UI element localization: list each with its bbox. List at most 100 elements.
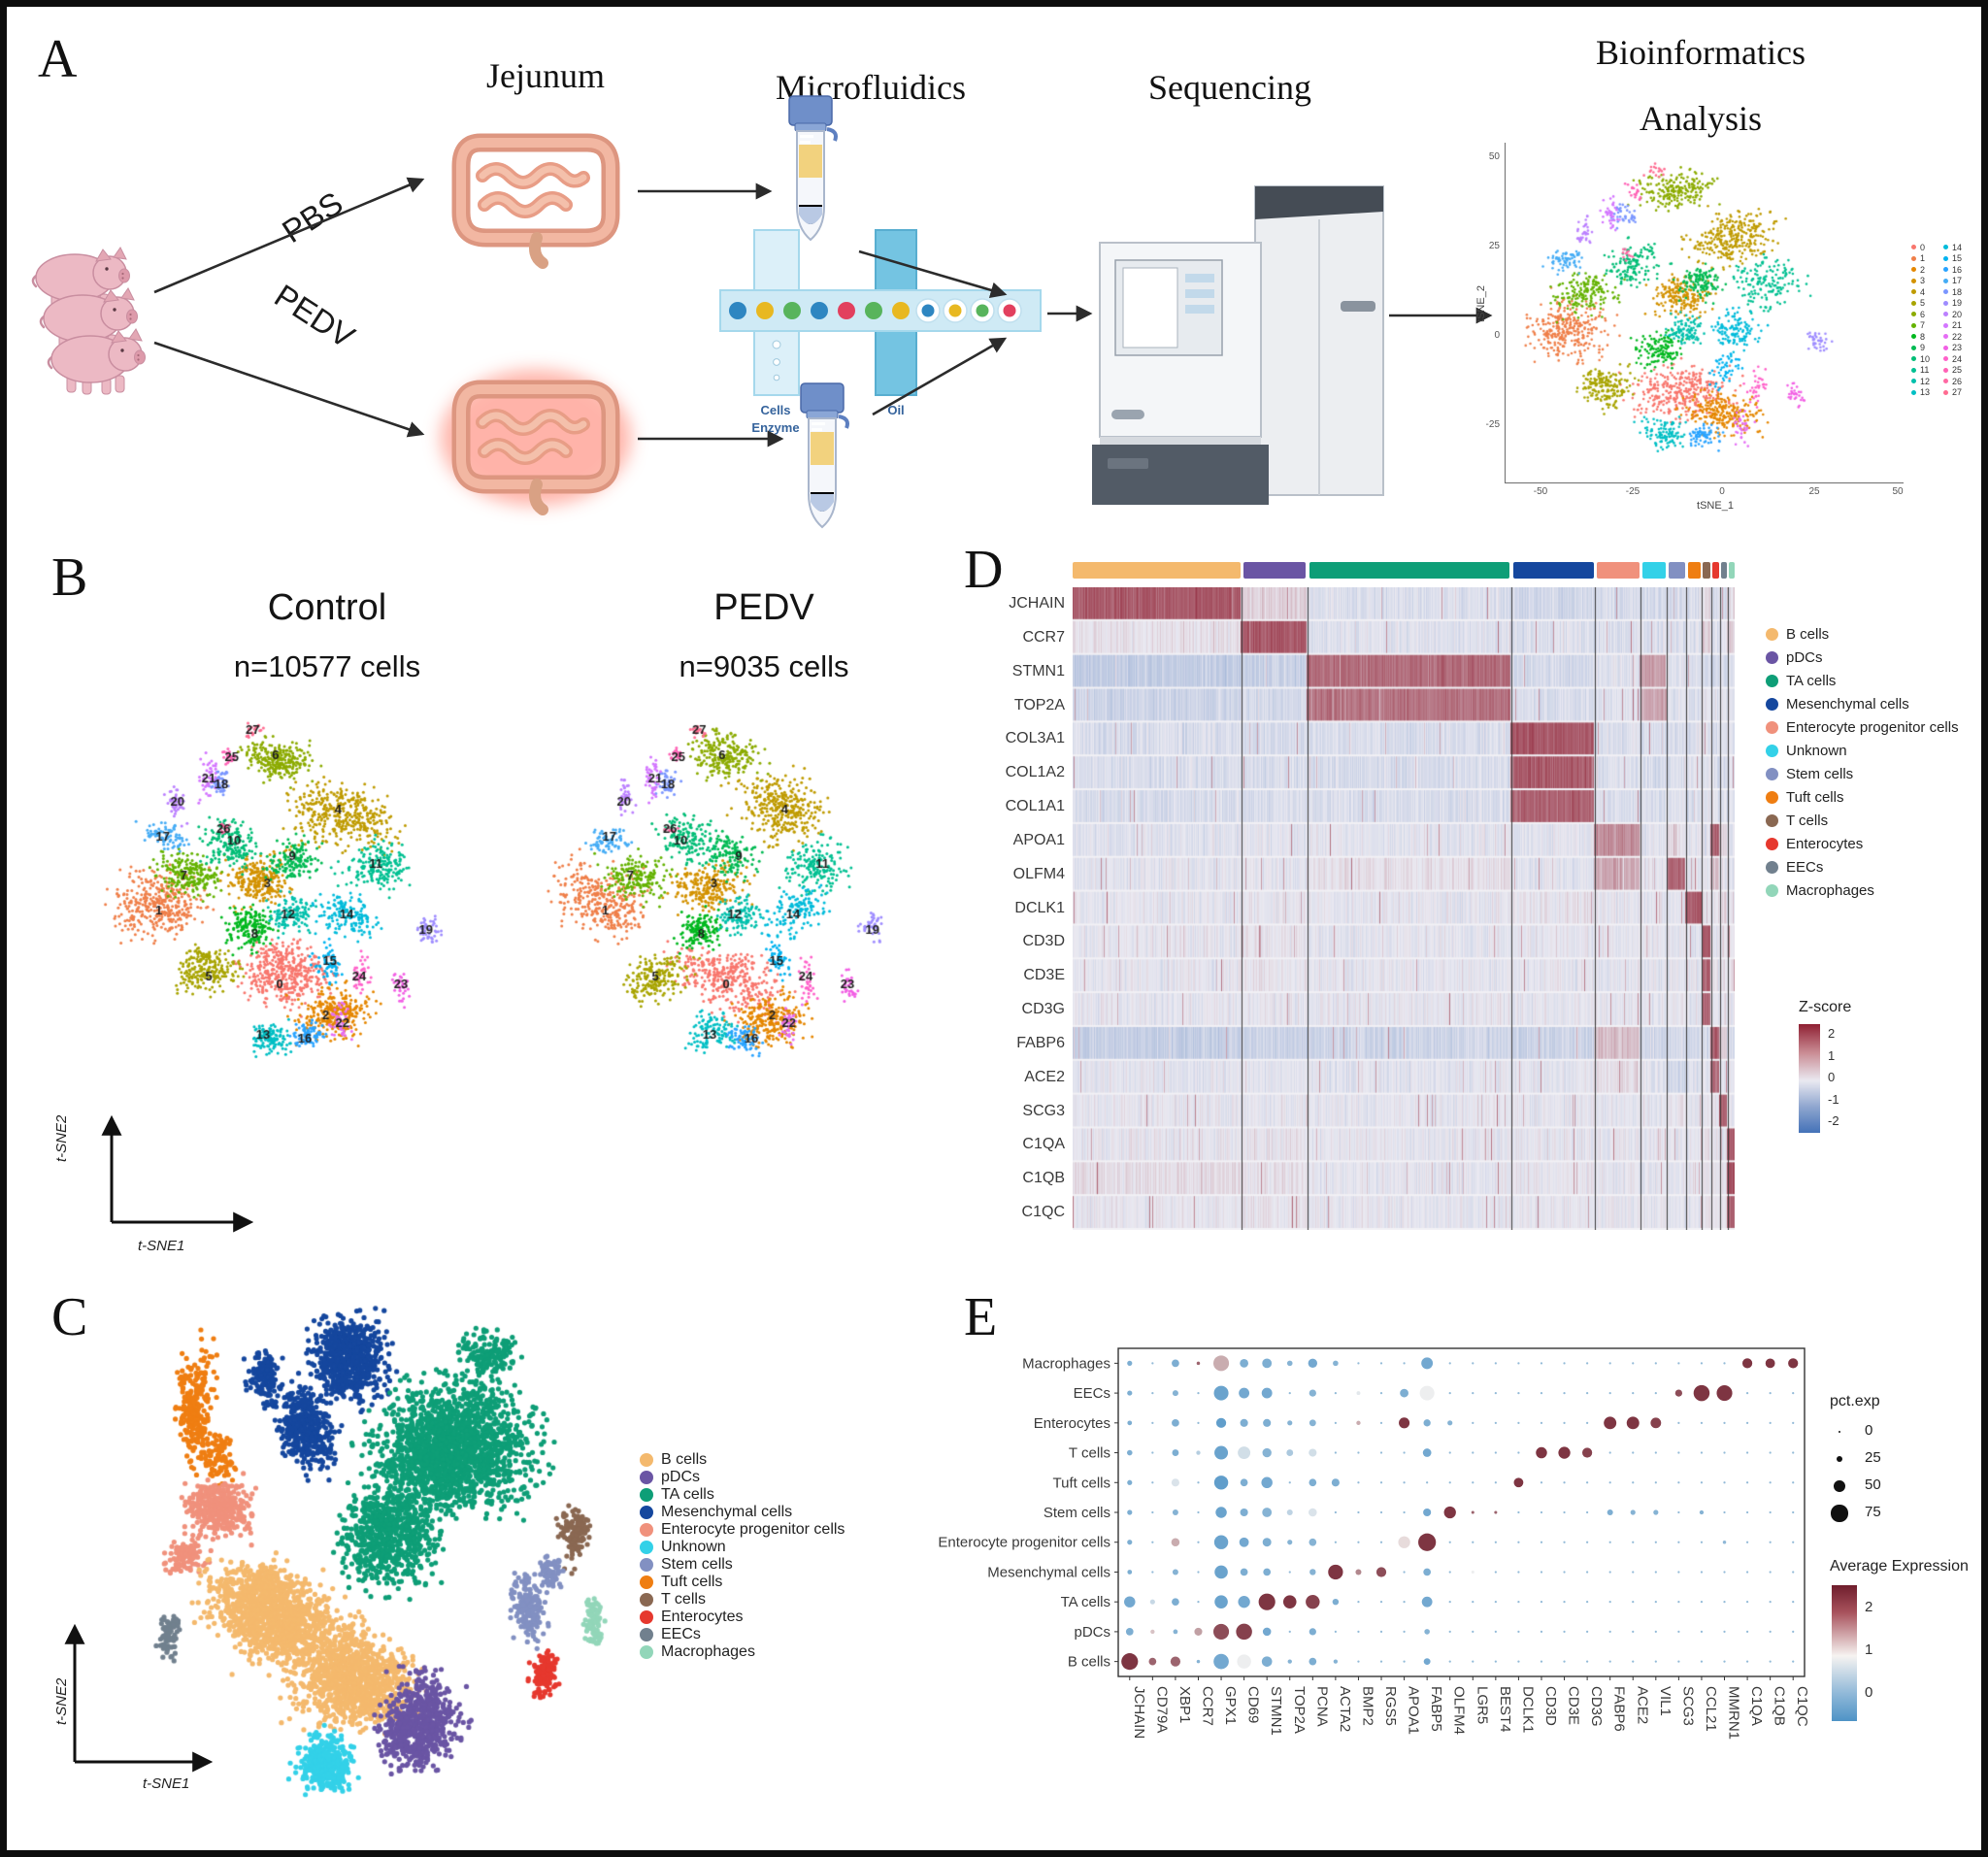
dotplot-row-label: B cells bbox=[1068, 1654, 1110, 1671]
cluster-legend-item: 27 bbox=[1943, 387, 1962, 399]
dotplot-dot bbox=[1419, 1385, 1435, 1401]
dotplot-dot bbox=[1125, 1628, 1134, 1636]
celltype-legend-item: T cells bbox=[640, 1591, 845, 1608]
group-bar-segment bbox=[1687, 562, 1702, 579]
panel-a-xtick: 50 bbox=[1892, 486, 1904, 497]
cluster-legend-label: 14 bbox=[1952, 242, 1963, 252]
panel-a-letter: A bbox=[38, 29, 78, 89]
dotplot-dot bbox=[1421, 1596, 1433, 1608]
celltype-legend-item: Stem cells bbox=[1766, 762, 1959, 785]
panel-a-title-analysis: Analysis bbox=[1640, 99, 1762, 138]
dotplot-dot bbox=[1563, 1541, 1566, 1543]
dotplot-dot bbox=[1379, 1421, 1383, 1424]
cluster-legend-item: 7 bbox=[1911, 320, 1930, 332]
cluster-legend-dot bbox=[1911, 312, 1916, 317]
celltype-legend-item: Stem cells bbox=[640, 1556, 845, 1574]
dotplot-dot bbox=[1124, 1596, 1136, 1608]
panel-a-ytick: 25 bbox=[1488, 241, 1500, 251]
dotplot-dot bbox=[1357, 1451, 1360, 1454]
celltype-legend-dot bbox=[640, 1575, 653, 1589]
celltype-legend-dot bbox=[640, 1628, 653, 1641]
dotplot-dot bbox=[1151, 1510, 1154, 1514]
panel-c-axis-arrows bbox=[64, 1623, 214, 1773]
panel-a-ytick: 50 bbox=[1488, 151, 1500, 162]
dotplot-dot bbox=[1309, 1448, 1317, 1457]
celltype-legend-dot bbox=[1766, 860, 1778, 874]
dotplot-row-label: Enterocytes bbox=[1034, 1415, 1110, 1432]
celltype-legend-label: Unknown bbox=[1786, 742, 1847, 759]
dotplot-dot bbox=[1357, 1481, 1360, 1484]
avgexpr-tick: 1 bbox=[1865, 1641, 1873, 1658]
celltype-legend-item: EECs bbox=[1766, 855, 1959, 879]
dotplot-dot bbox=[1494, 1541, 1497, 1543]
celltype-legend-dot bbox=[640, 1523, 653, 1537]
jejunum-pedv-icon bbox=[441, 370, 631, 510]
dotplot-dot bbox=[1563, 1510, 1566, 1514]
dotplot-dot bbox=[1263, 1568, 1272, 1576]
panel-b-pedv-tsne-canvas bbox=[543, 701, 960, 1089]
celltype-legend-item: EECs bbox=[640, 1626, 845, 1643]
celltype-legend-label: Tuft cells bbox=[661, 1574, 723, 1590]
dotplot-dot bbox=[1172, 1569, 1178, 1575]
celltype-legend-dot bbox=[1766, 837, 1778, 850]
dotplot-dot bbox=[1769, 1660, 1772, 1663]
dotplot-dot bbox=[1379, 1630, 1383, 1634]
group-bar-segment bbox=[1711, 562, 1719, 579]
dotplot-dot bbox=[1722, 1540, 1727, 1544]
dotplot-dot bbox=[1792, 1451, 1795, 1454]
dotplot-dot bbox=[1585, 1630, 1589, 1634]
dotplot-dot bbox=[1632, 1541, 1635, 1543]
celltype-legend-label: TA cells bbox=[1786, 672, 1837, 689]
cluster-legend-label: 13 bbox=[1920, 387, 1931, 398]
dotplot-dot bbox=[1403, 1601, 1406, 1604]
celltype-legend-dot bbox=[640, 1610, 653, 1624]
celltype-legend-dot bbox=[1766, 697, 1778, 711]
celltype-legend-dot bbox=[1766, 650, 1778, 664]
droplet bbox=[921, 304, 935, 317]
dotplot-dot bbox=[1585, 1362, 1589, 1365]
dotplot-dot bbox=[1792, 1421, 1795, 1424]
heatmap-gene-label: COL1A2 bbox=[1005, 764, 1065, 781]
celltype-legend-item: B cells bbox=[1766, 622, 1959, 646]
dotplot-dot bbox=[1149, 1599, 1155, 1605]
dotplot-dot bbox=[1745, 1571, 1749, 1574]
celltype-legend-label: Tuft cells bbox=[1786, 788, 1844, 806]
dotplot-dot bbox=[1288, 1391, 1291, 1395]
dotplot-dot bbox=[1513, 1477, 1524, 1488]
dotplot-dot bbox=[1355, 1569, 1362, 1575]
dotplot-dot bbox=[1654, 1660, 1657, 1663]
cluster-legend-dot bbox=[1943, 300, 1949, 306]
panel-d-celltype-legend: B cells pDCs TA cells Mesenchymal cells Ente… bbox=[1766, 622, 1959, 902]
dotplot-dot bbox=[1262, 1447, 1272, 1458]
droplet bbox=[811, 302, 828, 319]
cluster-legend-dot bbox=[1911, 255, 1916, 261]
panel-b-xlabel: t-SNE1 bbox=[138, 1238, 185, 1254]
dotplot-gene-label: FABP6 bbox=[1611, 1686, 1628, 1732]
heatmap-gene-label: COL3A1 bbox=[1005, 730, 1065, 747]
dotplot-dot bbox=[1309, 1419, 1316, 1427]
dotplot-dot bbox=[1357, 1510, 1360, 1514]
cluster-legend-label: 0 bbox=[1920, 242, 1926, 252]
dotplot-dot bbox=[1263, 1418, 1272, 1427]
cluster-legend-label: 7 bbox=[1920, 320, 1926, 331]
heatmap-gene-label: TOP2A bbox=[1013, 696, 1065, 713]
dotplot-dot bbox=[1632, 1451, 1635, 1454]
celltype-legend-dot bbox=[1766, 767, 1778, 780]
dotplot-dot bbox=[1585, 1421, 1589, 1424]
dotplot-dot bbox=[1540, 1510, 1543, 1514]
dotplot-dot bbox=[1197, 1481, 1200, 1484]
dotplot-dot bbox=[1238, 1596, 1250, 1608]
droplet bbox=[729, 302, 746, 319]
dotplot-dot bbox=[1608, 1541, 1611, 1543]
celltype-legend-label: B cells bbox=[661, 1451, 708, 1468]
dotplot-dot bbox=[1472, 1660, 1474, 1663]
dotplot-dot bbox=[1236, 1623, 1252, 1641]
dotplot-dot bbox=[1403, 1451, 1406, 1454]
celltype-legend-dot bbox=[1766, 744, 1778, 757]
dotplot-dot bbox=[1237, 1654, 1251, 1669]
dotplot-dot bbox=[1632, 1571, 1635, 1574]
dotplot-dot bbox=[1447, 1420, 1453, 1426]
heatmap-gene-label: CD3E bbox=[1023, 967, 1065, 984]
dotplot-dot bbox=[1494, 1391, 1497, 1395]
celltype-legend-label: Macrophages bbox=[661, 1643, 755, 1660]
